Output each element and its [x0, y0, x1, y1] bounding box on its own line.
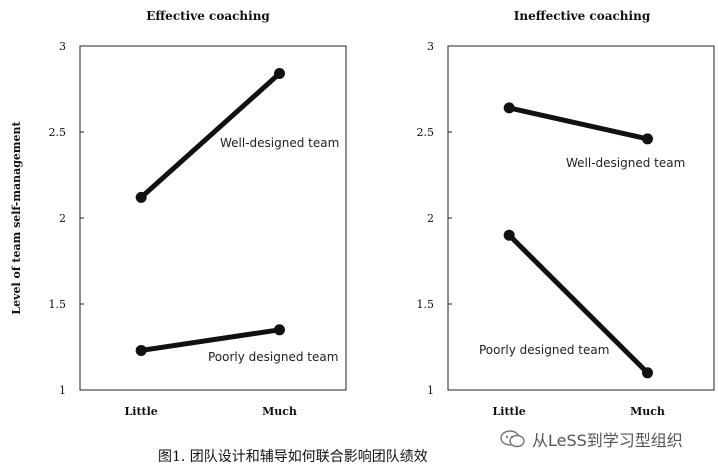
data-point: [642, 133, 653, 145]
x-category-label: Little: [493, 405, 526, 418]
series-label: Poorly designed team: [479, 343, 609, 357]
x-category-label: Much: [262, 405, 297, 418]
data-point: [503, 102, 515, 114]
chart-title: Effective coaching: [146, 9, 270, 23]
x-category-label: Much: [630, 405, 665, 418]
chart-ineffective-coaching: Ineffective coaching 1 1.5 2 2.5 3 Little Muc…: [417, 9, 715, 418]
y-tick-label: 2: [427, 212, 434, 225]
series-group: Well-designed team Poorly designed team: [479, 102, 685, 379]
x-categories: Little Much: [125, 405, 297, 418]
plot-frame: [447, 45, 715, 391]
data-point: [642, 367, 653, 379]
series-line: [138, 71, 282, 200]
series-label: Well-designed team: [566, 156, 685, 170]
series-line: [138, 327, 282, 353]
figure-caption: 图1. 团队设计和辅导如何联合影响团队绩效: [158, 449, 428, 465]
y-tick-label: 2: [59, 212, 66, 225]
data-point: [503, 229, 515, 241]
y-ticks: 1 1.5 2 2.5 3: [417, 40, 452, 397]
data-point: [274, 68, 285, 80]
series-line: [506, 232, 650, 376]
y-tick-label: 2.5: [417, 126, 435, 139]
watermark-text: 从LeSS到学习型组织: [532, 431, 683, 450]
y-tick-label: 1.5: [49, 298, 67, 311]
chat-bubble-icon: [500, 430, 525, 448]
series-label: Well-designed team: [220, 136, 339, 150]
y-tick-label: 3: [59, 40, 66, 53]
watermark: 从LeSS到学习型组织: [500, 427, 683, 451]
series-group: Well-designed team Poorly designed team: [135, 68, 339, 364]
x-category-label: Little: [125, 405, 158, 418]
x-categories: Little Much: [493, 405, 665, 418]
y-ticks: 1 1.5 2 2.5 3: [49, 40, 84, 397]
y-tick-label: 1: [427, 384, 434, 397]
y-tick-label: 1: [59, 384, 66, 397]
data-point: [135, 344, 147, 356]
y-tick-label: 3: [427, 40, 434, 53]
chart-title: Ineffective coaching: [514, 9, 651, 23]
y-tick-label: 1.5: [417, 298, 435, 311]
series-label: Poorly designed team: [208, 350, 338, 364]
series-line: [506, 105, 650, 142]
chart-effective-coaching: Effective coaching Level of team self-ma…: [10, 9, 347, 418]
y-tick-label: 2.5: [49, 126, 67, 139]
y-axis-label: Level of team self-management: [10, 120, 23, 314]
data-point: [274, 324, 285, 336]
data-point: [135, 191, 147, 203]
